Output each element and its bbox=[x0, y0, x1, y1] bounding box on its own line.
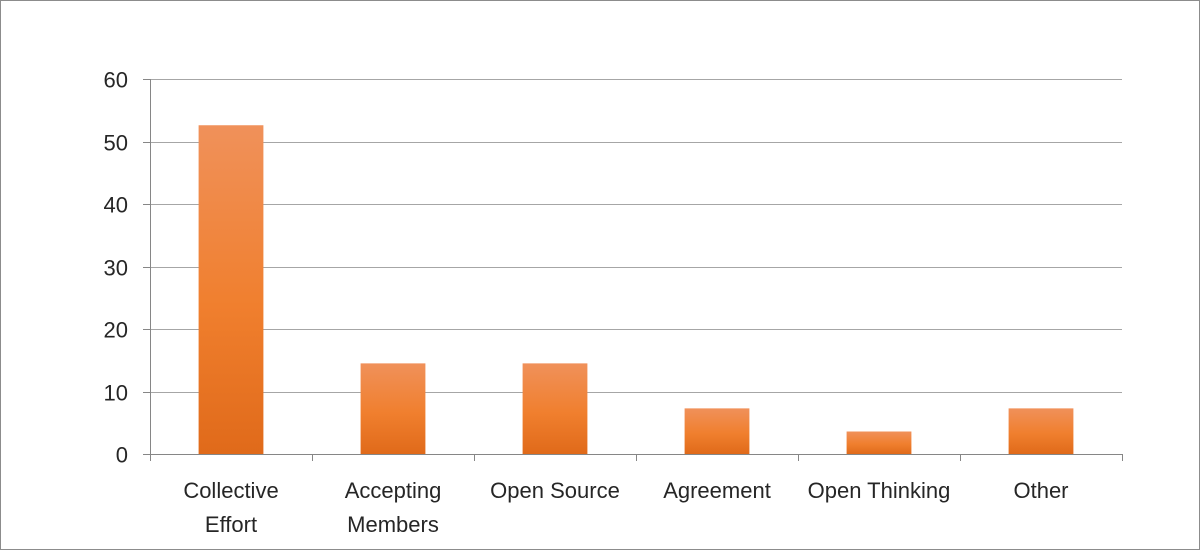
x-category-label: Accepting bbox=[345, 478, 442, 503]
axes bbox=[143, 79, 1123, 461]
x-category-label: Members bbox=[347, 512, 439, 537]
bar-5 bbox=[1008, 408, 1074, 454]
x-category-label: Collective bbox=[183, 478, 278, 503]
y-tick-label: 10 bbox=[104, 381, 128, 406]
y-tick-label: 60 bbox=[104, 68, 128, 93]
x-category-label: Agreement bbox=[663, 478, 771, 503]
y-tick-label: 0 bbox=[116, 443, 128, 468]
bar-4 bbox=[846, 431, 912, 454]
x-category-label: Other bbox=[1013, 478, 1068, 503]
y-tick-label: 20 bbox=[104, 318, 128, 343]
x-category-label: Effort bbox=[205, 512, 257, 537]
y-tick-labels: 0 10 20 30 40 50 60 bbox=[104, 68, 128, 468]
y-tick-label: 40 bbox=[104, 193, 128, 218]
y-tick-label: 30 bbox=[104, 256, 128, 281]
x-category-label: Open Source bbox=[490, 478, 620, 503]
bar-0 bbox=[198, 125, 264, 454]
bar-3 bbox=[684, 408, 750, 454]
x-category-labels: Collective Effort Accepting Members Open Sou… bbox=[183, 478, 1068, 537]
x-category-label: Open Thinking bbox=[808, 478, 951, 503]
gridlines bbox=[150, 79, 1122, 393]
bar-2 bbox=[522, 363, 588, 454]
bar-1 bbox=[360, 363, 426, 454]
y-tick-label: 50 bbox=[104, 131, 128, 156]
bars bbox=[198, 125, 1074, 454]
